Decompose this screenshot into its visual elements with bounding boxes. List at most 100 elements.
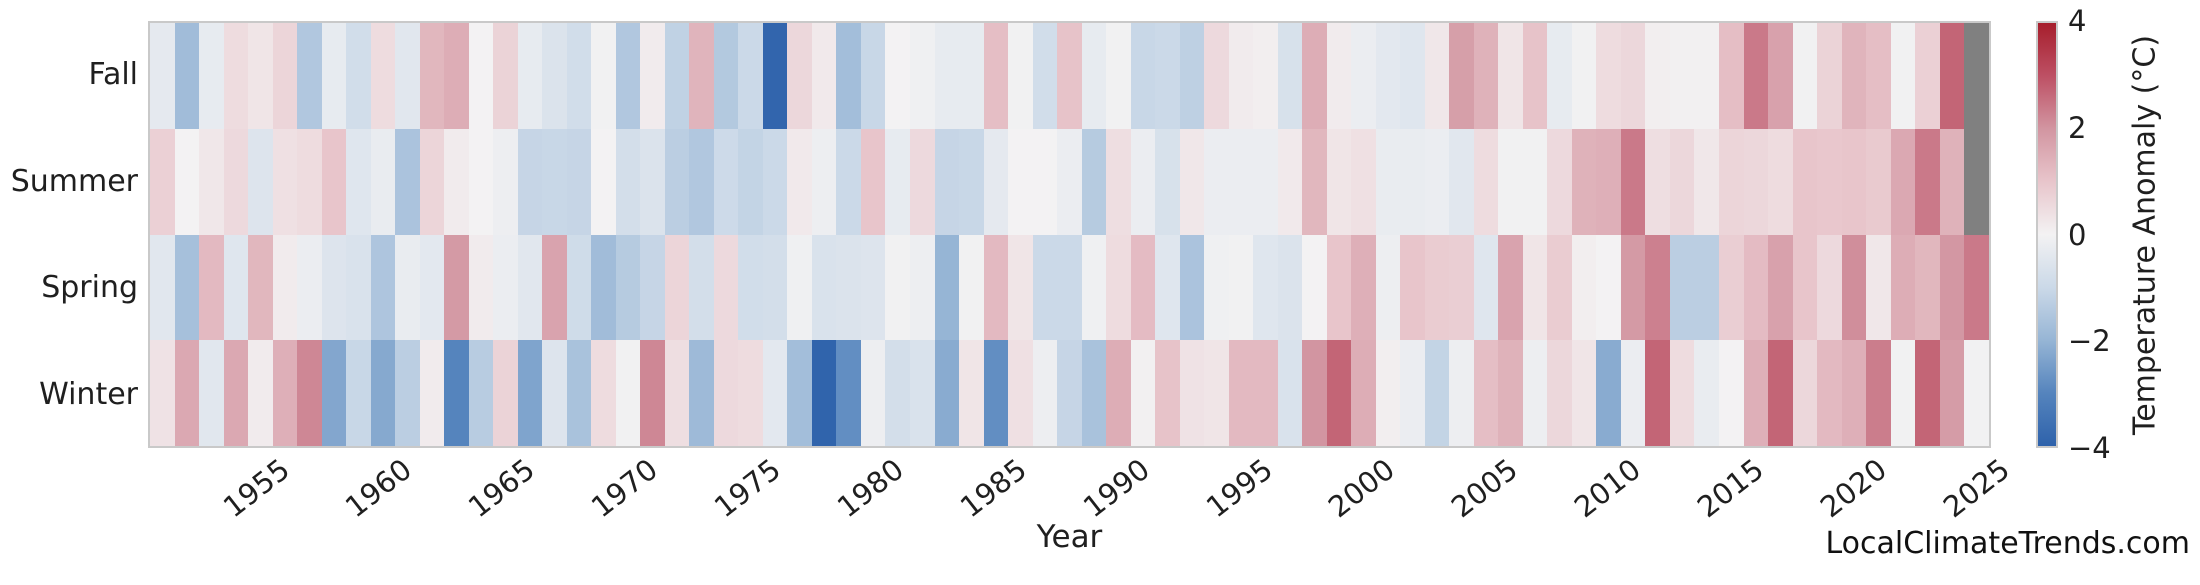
heatmap-cell [664, 234, 690, 341]
heatmap-cell [689, 340, 714, 446]
heatmap-cell [1204, 128, 1229, 235]
heatmap-cell [1522, 23, 1548, 129]
heatmap-cell [1375, 128, 1401, 235]
heatmap-cell [811, 128, 837, 235]
heatmap-cell [738, 128, 763, 235]
heatmap-cell [1179, 23, 1205, 129]
heatmap-cell [174, 23, 200, 129]
heatmap-cell [297, 340, 322, 446]
heatmap-cell [1449, 234, 1474, 341]
heatmap-cell [1743, 23, 1769, 129]
heatmap-cell [1866, 23, 1891, 129]
heatmap-cell [1498, 23, 1523, 129]
heatmap-cell [468, 234, 494, 341]
heatmap-cell [1155, 234, 1180, 341]
heatmap-cell [1326, 234, 1352, 341]
heatmap-cell [713, 128, 739, 235]
heatmap-cell [1106, 128, 1131, 235]
heatmap-cell [1498, 340, 1523, 446]
heatmap-cell [1890, 234, 1916, 341]
heatmap-cell [1155, 128, 1180, 235]
heatmap-cell [762, 23, 788, 129]
heatmap-cell [1228, 340, 1254, 446]
heatmap-cell [1277, 234, 1303, 341]
heatmap-cell [787, 340, 812, 446]
heatmap-cell [1155, 23, 1180, 129]
heatmap-cell [983, 234, 1009, 341]
heatmap-cell [542, 128, 567, 235]
heatmap-cell [860, 234, 886, 341]
colorbar-tick-label--4: −4 [2068, 431, 2111, 465]
heatmap-cell [517, 128, 543, 235]
heatmap-cell [174, 340, 200, 446]
heatmap-cell [199, 340, 224, 446]
heatmap-cell [1743, 234, 1769, 341]
heatmap-cell [346, 340, 371, 446]
heatmap-cell [1620, 23, 1646, 129]
heatmap-cell [223, 340, 249, 446]
heatmap-cell [1449, 128, 1474, 235]
heatmap-cell [1400, 23, 1425, 129]
heatmap-cell [346, 128, 371, 235]
heatmap-cell [1596, 340, 1621, 446]
heatmap-cell [1032, 340, 1058, 446]
heatmap-cell [321, 128, 347, 235]
heatmap-cell [885, 340, 910, 446]
heatmap-cell [811, 340, 837, 446]
heatmap-cell [1130, 234, 1156, 341]
heatmap-cell [1571, 234, 1597, 341]
heatmap-cell [272, 23, 298, 129]
heatmap-cell [664, 23, 690, 129]
heatmap-cell [272, 128, 298, 235]
heatmap-cell [1057, 340, 1082, 446]
heatmap-cell [321, 340, 347, 446]
heatmap-cell [1743, 128, 1769, 235]
heatmap-cell [959, 128, 984, 235]
heatmap-cell [640, 234, 665, 341]
heatmap-cell [885, 234, 910, 341]
heatmap-cell [370, 23, 396, 129]
heatmap-cell [1547, 234, 1572, 341]
heatmap-cell [566, 23, 592, 129]
heatmap-cell [934, 340, 960, 446]
heatmap-cell [1915, 234, 1940, 341]
heatmap-cell [1498, 128, 1523, 235]
heatmap-cell [1768, 128, 1793, 235]
heatmap-cell [1326, 128, 1352, 235]
heatmap-cell [1375, 23, 1401, 129]
heatmap-cell [1130, 128, 1156, 235]
heatmap-cell [1694, 340, 1719, 446]
heatmap-cell [1032, 234, 1058, 341]
heatmap-cell [248, 340, 273, 446]
heatmap-cell [199, 128, 224, 235]
heatmap-cell [1375, 340, 1401, 446]
heatmap-cell [1449, 340, 1474, 446]
heatmap-cell [1522, 340, 1548, 446]
heatmap-cell [370, 234, 396, 341]
heatmap-cell [1057, 128, 1082, 235]
heatmap-cell [1669, 23, 1695, 129]
heatmap-cell [1939, 23, 1965, 129]
heatmap-cell [542, 340, 567, 446]
heatmap-cell [1155, 340, 1180, 446]
heatmap-cell [1008, 234, 1033, 341]
heatmap-cell [174, 234, 200, 341]
heatmap-cell [1719, 128, 1744, 235]
heatmap-cell [1939, 340, 1965, 446]
heatmap-cell [1302, 128, 1327, 235]
colorbar-tick-label-0: 0 [2068, 217, 2087, 252]
heatmap-cell [1473, 23, 1499, 129]
heatmap-cell [1228, 23, 1254, 129]
heatmap-cell [1081, 23, 1107, 129]
heatmap-cell [640, 23, 665, 129]
heatmap-cell [1253, 23, 1278, 129]
heatmap-row-summer [150, 128, 1989, 235]
heatmap-cell [1302, 234, 1327, 341]
heatmap-cell [836, 340, 861, 446]
heatmap-cell [615, 234, 641, 341]
heatmap-cell [517, 340, 543, 446]
heatmap-cell [1008, 340, 1033, 446]
heatmap-cell [1768, 23, 1793, 129]
heatmap-cell [272, 340, 298, 446]
heatmap-cell [1694, 23, 1719, 129]
